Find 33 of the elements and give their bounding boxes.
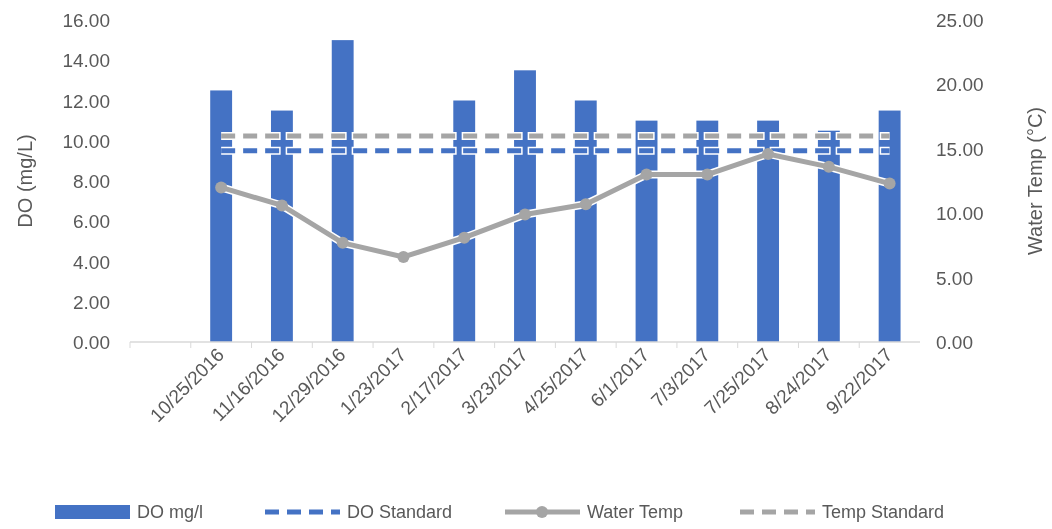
point (519, 208, 531, 221)
point (822, 160, 835, 173)
y-tick-label: 0.00 (73, 332, 110, 353)
y-tick-label: 6.00 (73, 211, 110, 233)
y-tick-label: 10.00 (62, 130, 110, 152)
legend-label: DO Standard (347, 502, 453, 522)
y-tick-label: 12.00 (62, 90, 110, 112)
y2-tick-label: 25.00 (936, 10, 984, 31)
legend-label: DO mg/l (137, 502, 204, 522)
y-tick-label: 4.00 (73, 251, 110, 273)
y2-tick-label: 5.00 (936, 267, 973, 289)
point (397, 250, 410, 263)
point (640, 168, 653, 181)
legend-label: Temp Standard (822, 502, 945, 522)
y2-axis-title: Water Temp (°C) (1024, 106, 1046, 256)
point (215, 181, 228, 194)
y2-tick-label: 10.00 (936, 203, 984, 225)
point (275, 199, 288, 212)
y-tick-label: 2.00 (73, 291, 110, 313)
y2-tick-label: 0.00 (936, 332, 973, 353)
point (762, 147, 775, 160)
point (579, 198, 592, 211)
y2-tick-label: 15.00 (936, 138, 984, 160)
legend-label: Water Temp (587, 502, 684, 522)
point (458, 231, 471, 244)
y2-tick-label: 20.00 (936, 74, 984, 96)
y-tick-label: 16.00 (62, 10, 110, 31)
y-tick-label: 8.00 (73, 171, 110, 192)
y-tick-label: 14.00 (62, 50, 110, 72)
y-axis-title: DO (mg/L) (14, 134, 36, 228)
point (336, 236, 349, 249)
point (883, 177, 896, 190)
point (701, 168, 714, 181)
